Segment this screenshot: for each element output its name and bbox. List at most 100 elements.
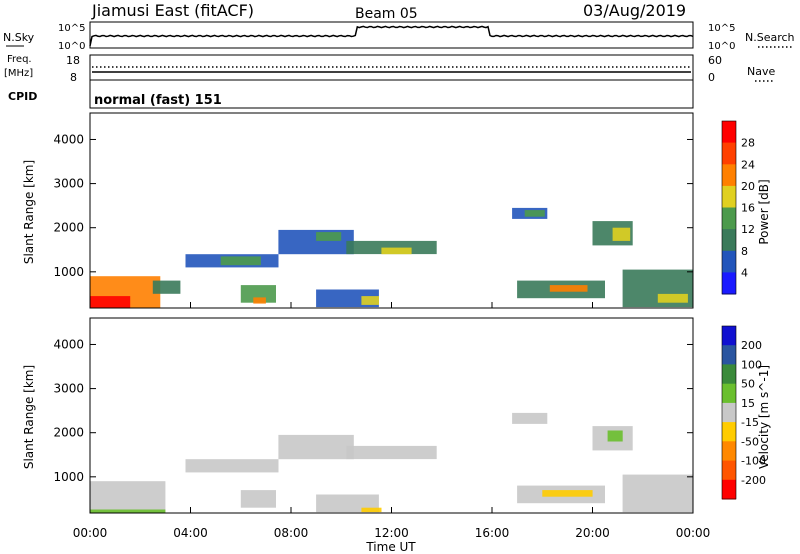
power-colorbar: 28 24 20 16 12 8 4 [721,120,755,295]
velocity-panel-frame [89,317,694,514]
power-colorbar-swatch [722,250,736,273]
power-y-ticks: 4000 3000 2000 1000 [53,132,693,279]
nave-tick-bottom: 0 [708,71,715,84]
cpid-value: normal (fast) 151 [94,93,222,108]
time-tick-label: 08:00 [274,526,309,540]
velocity-colorbar-swatch [722,460,736,481]
power-patch [657,293,688,303]
power-colorbar-label: Power [dB] [757,179,771,244]
frequency-panel: Freq. [MHz] 18 8 60 0 Nave [4,54,775,84]
velocity-colorbar-tick-label: -15 [741,416,759,429]
noise-right-tick-bottom: 10^0 [708,41,735,52]
velocity-colorbar-swatch [722,422,736,442]
velocity-colorbar-tick-label: -100 [741,455,766,468]
velocity-colorbar-tick-label: 100 [741,358,762,371]
power-panel: 4000 3000 2000 1000 Slant Range [km] 28 24 20… [22,112,771,309]
power-colorbar-tick-label: 12 [741,223,755,236]
noise-left-tick-top: 10^5 [58,23,85,34]
velocity-colorbar-swatch [722,364,736,385]
velocity-patch [185,459,279,473]
power-y-tick-label: 4000 [53,132,84,146]
power-colorbar-swatch [722,121,736,144]
noise-right-tick-top: 10^5 [708,23,735,34]
freq-label: Freq. [7,54,32,65]
velocity-colorbar-tick-label: 15 [741,397,755,410]
nave-tick-top: 60 [708,54,722,67]
velocity-colorbar-swatch [722,345,736,365]
power-panel-frame [89,112,694,309]
power-colorbar-swatch [722,142,736,165]
time-tick-label: 12:00 [374,526,409,540]
noise-right-label: N.Search [745,31,795,44]
velocity-colorbar-label: Velocity [m s^-1] [757,365,771,469]
power-patches [90,207,693,308]
noise-left-label: N.Sky [3,31,35,44]
beam-title: Beam 05 [355,6,418,22]
power-patch [346,240,437,255]
power-colorbar-swatch [722,229,736,252]
velocity-y-ticks: 4000 3000 2000 1000 [53,337,693,484]
velocity-patch [622,474,693,513]
power-colorbar-tick-label: 24 [741,158,755,171]
freq-tick-bottom: 8 [70,71,77,84]
power-patch [361,296,379,305]
time-axis: 00:00 04:00 08:00 12:00 16:00 20:00 00:00 [73,302,711,540]
date-title: 03/Aug/2019 [583,1,686,20]
velocity-y-tick-label: 2000 [53,426,84,440]
velocity-patch [346,445,437,460]
power-patch [253,297,266,304]
time-tick-label: 00:00 [73,526,108,540]
cpid-frame [89,79,694,109]
power-colorbar-tick-label: 20 [741,180,755,193]
cpid-panel: CPID normal (fast) 151 [8,79,694,109]
power-colorbar-swatch [722,272,736,295]
velocity-patches [90,412,693,513]
freq-tick-top: 18 [66,54,80,67]
station-title: Jiamusi East (fitACF) [91,1,254,20]
noise-panel: N.Sky 10^5 10^0 10^5 10^0 N.Search [3,21,795,52]
velocity-patch [512,412,548,424]
power-y-label: Slant Range [km] [22,160,36,264]
noise-panel-frame [89,21,694,49]
time-axis-label: Time UT [365,540,416,554]
velocity-patch [240,490,276,508]
velocity-y-tick-label: 1000 [53,470,84,484]
velocity-y-tick-label: 3000 [53,382,84,396]
velocity-panel: 4000 3000 2000 1000 Slant Range [km] 200 100… [22,317,771,514]
velocity-patch [607,430,623,442]
power-colorbar-tick-label: 8 [741,245,748,258]
power-y-tick-label: 3000 [53,177,84,191]
velocity-y-label: Slant Range [km] [22,365,36,469]
power-patch [90,296,131,308]
velocity-colorbar: 200 100 50 15 -15 -50 -100 -200 [721,325,766,500]
power-colorbar-frame [721,120,737,295]
velocity-colorbar-tick-label: -50 [741,435,759,448]
power-colorbar-swatch [722,185,736,208]
power-y-tick-label: 2000 [53,221,84,235]
power-patch [152,280,181,294]
freq-unit-label: [MHz] [4,68,33,79]
velocity-patch [90,509,166,513]
power-patch [240,285,276,303]
power-colorbar-tick-label: 4 [741,266,748,279]
cpid-label: CPID [8,90,37,103]
velocity-colorbar-swatch [722,479,736,500]
time-tick-label: 20:00 [575,526,610,540]
velocity-colorbar-tick-label: 200 [741,339,762,352]
velocity-patch [90,481,166,513]
velocity-colorbar-swatch [722,383,736,404]
time-tick-label: 04:00 [173,526,208,540]
power-patch [549,285,588,292]
velocity-patch [278,434,354,460]
velocity-colorbar-tick-label: 50 [741,378,755,391]
power-colorbar-swatch [722,164,736,187]
time-tick-label: 16:00 [475,526,510,540]
velocity-patch [542,490,593,497]
noise-left-tick-bottom: 10^0 [58,41,85,52]
power-patch [316,232,342,241]
nave-label: Nave [747,65,775,78]
power-patch [381,247,412,255]
velocity-patch [361,507,382,513]
time-tick-label: 00:00 [676,526,711,540]
